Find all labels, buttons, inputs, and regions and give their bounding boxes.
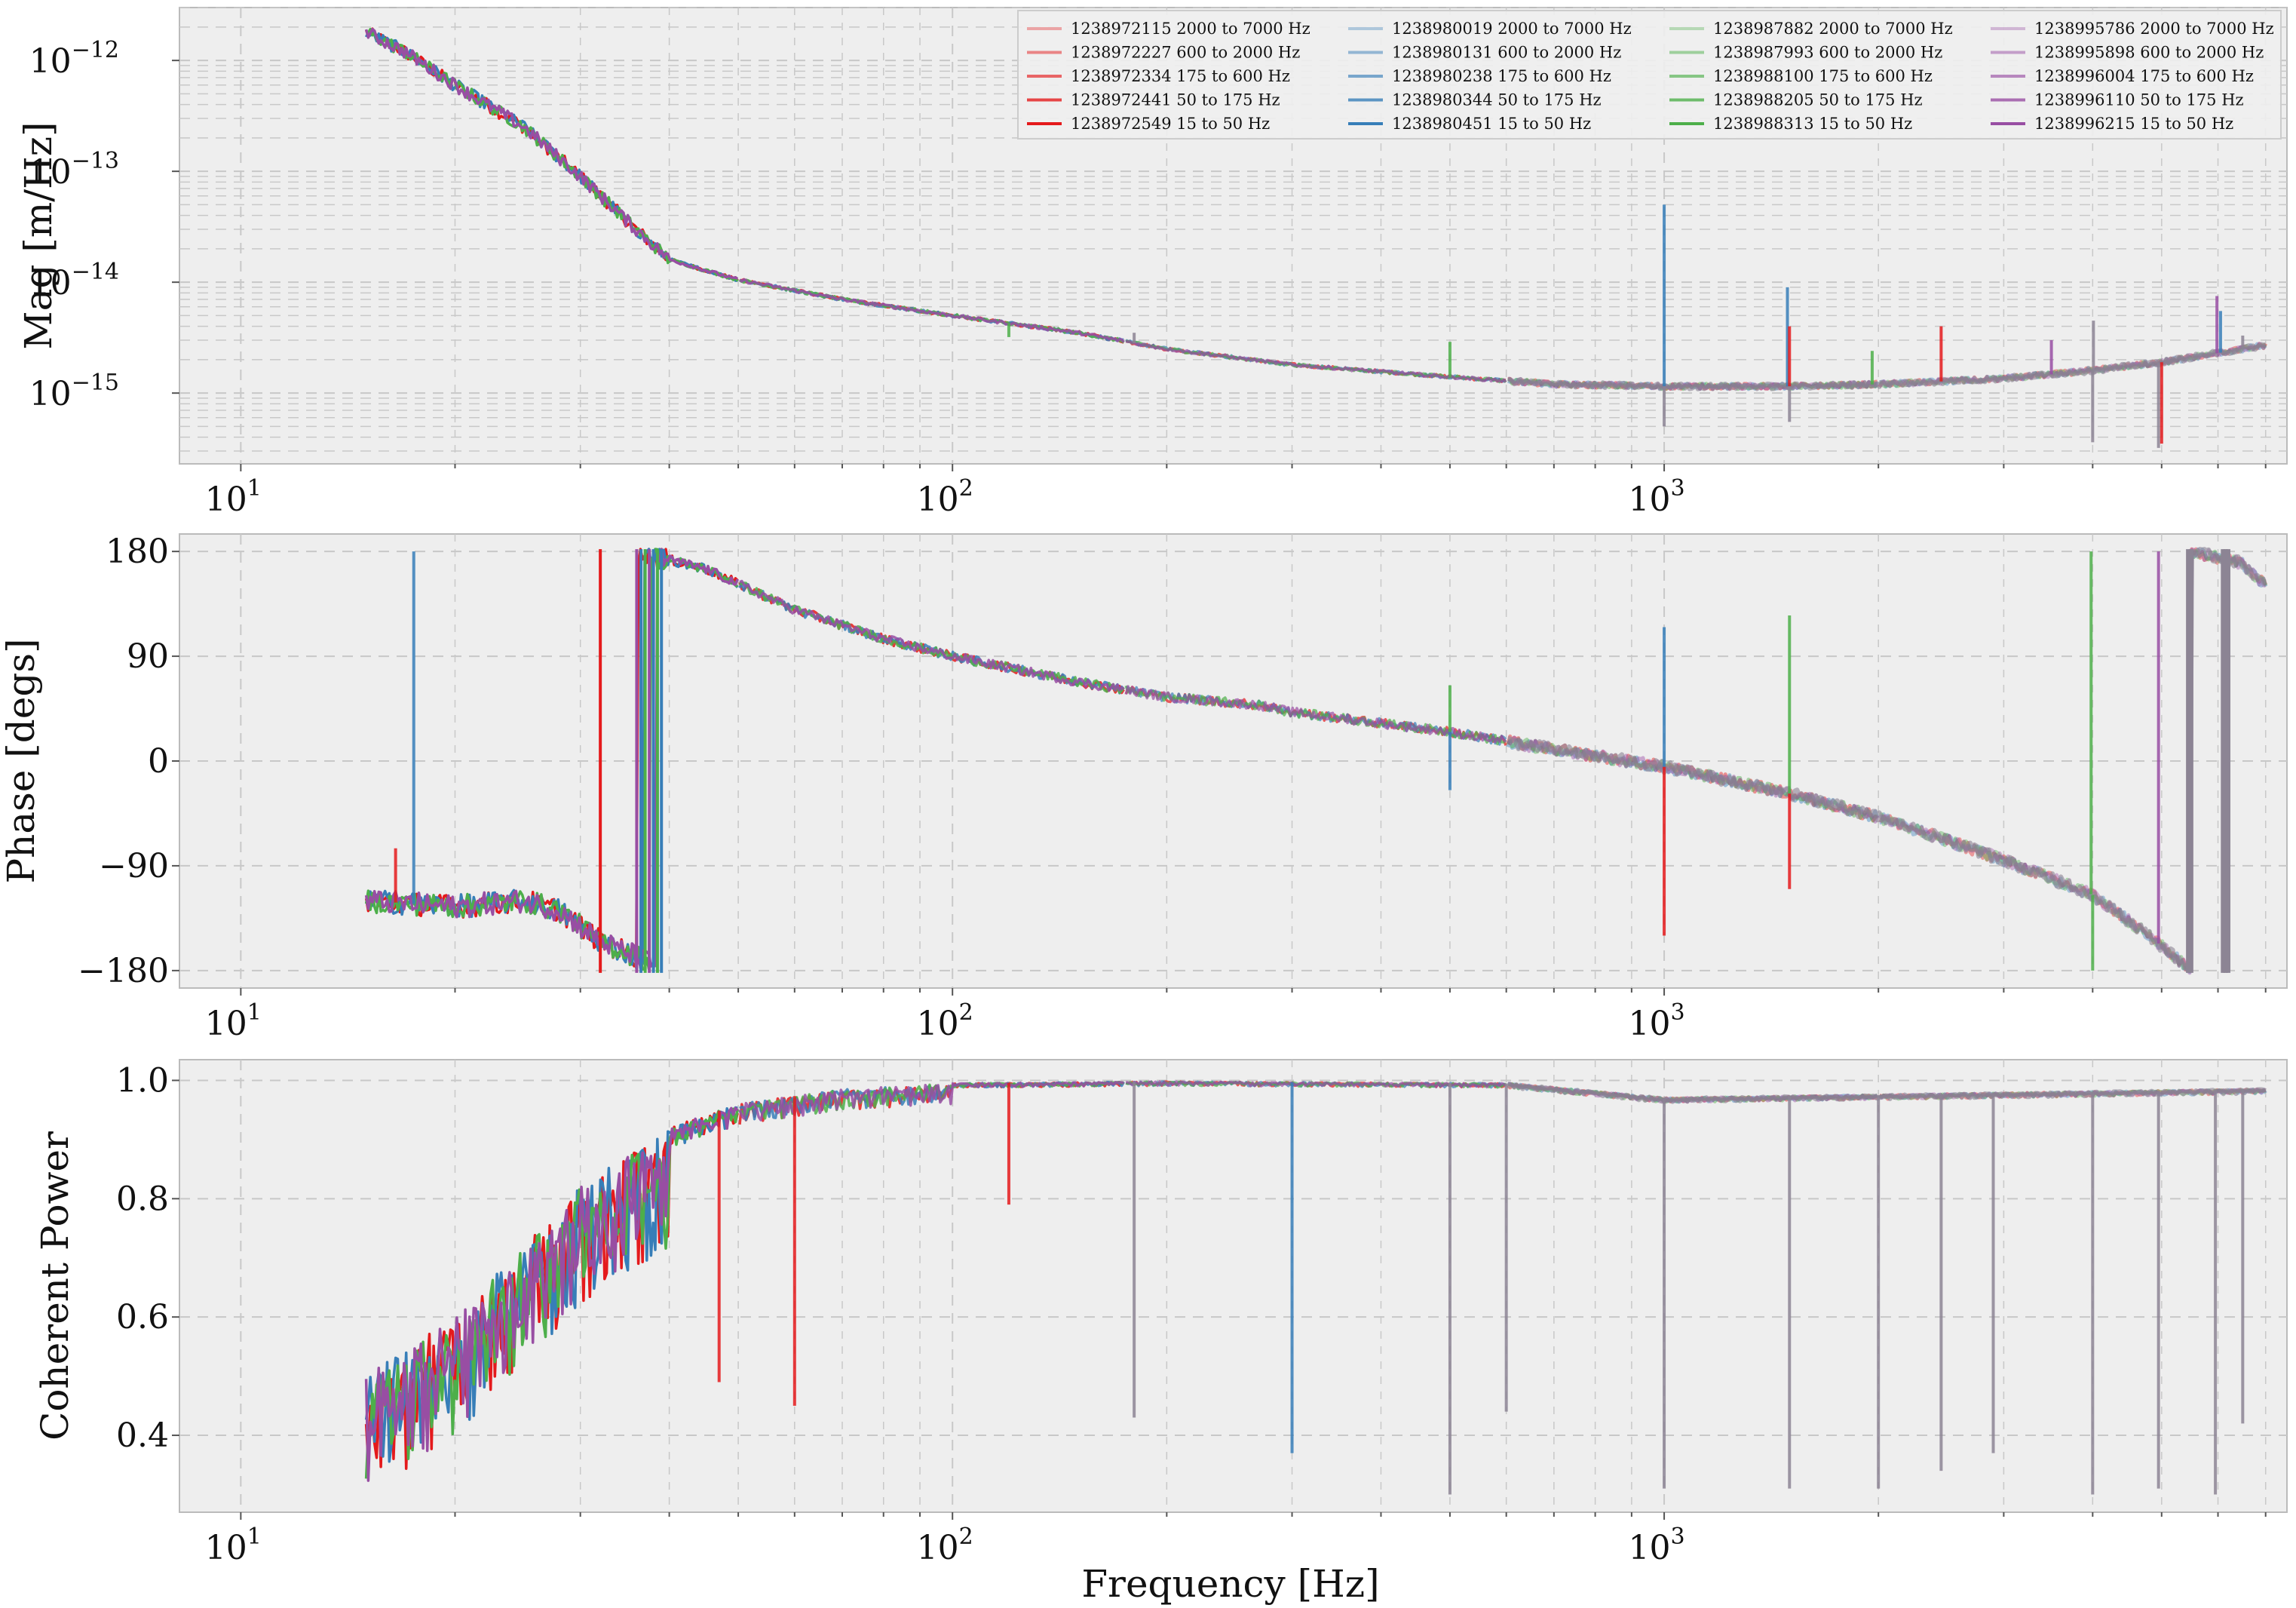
x-tick-label: 103	[1629, 999, 1685, 1043]
series-group	[364, 27, 2267, 448]
legend-entry-label: 1238972549 15 to 50 Hz	[1071, 115, 1270, 133]
series-purple-15-50	[364, 27, 739, 281]
y-axis-label: Mag [m/Hz]	[17, 121, 60, 349]
legend-entry-label: 1238995786 2000 to 7000 Hz	[2034, 20, 2274, 38]
legend-entry-label: 1238996110 50 to 175 Hz	[2034, 91, 2244, 109]
series-purple-50-175	[739, 579, 1125, 692]
legend-entry-label: 1238980131 600 to 2000 Hz	[1392, 44, 1621, 62]
series-purple-50-175	[738, 278, 1125, 343]
y-tick-label: 1.0	[116, 1061, 169, 1100]
x-tick-label: 101	[205, 999, 262, 1043]
y-tick-label: 0.4	[116, 1416, 169, 1455]
x-axis-label: Frequency [Hz]	[1081, 1562, 1379, 1606]
legend-box	[1017, 10, 2282, 140]
series-purple-50-175	[738, 1081, 1124, 1122]
legend-entry-label: 1238987882 2000 to 7000 Hz	[1713, 20, 1953, 38]
x-tick-label: 102	[917, 1524, 973, 1567]
series-overlap-grey	[1506, 1082, 2267, 1104]
legend-entry-label: 1238980451 15 to 50 Hz	[1392, 115, 1591, 133]
coherence-panel: 101 102 103 1.0 0.8 0.6 0.4 Coherent Power	[33, 1059, 2288, 1567]
x-tick-label: 102	[917, 999, 973, 1043]
y-tick-label: 10−12	[29, 37, 119, 81]
series-purple-15-50	[364, 548, 739, 968]
legend-entry-label: 1238980019 2000 to 7000 Hz	[1392, 20, 1632, 38]
phase-panel: 101 102 103 180 90 0 −90 −180 Phase [degs]	[0, 532, 2288, 1043]
legend-entry-label: 1238988313 15 to 50 Hz	[1713, 115, 1912, 133]
legend-entry-label: 1238972227 600 to 2000 Hz	[1071, 44, 1300, 62]
y-tick-label: 90	[127, 637, 169, 676]
series-purple-175-600	[1124, 685, 1507, 744]
series-purple-15-50	[364, 1106, 739, 1482]
series-group	[364, 1080, 2267, 1495]
series-purple-175-600	[1125, 339, 1507, 383]
y-tick-label: −180	[78, 952, 169, 990]
y-tick-label: 0.8	[116, 1180, 169, 1218]
legend-entry-label: 1238972441 50 to 175 Hz	[1071, 91, 1280, 109]
legend-entry-label: 1238988205 50 to 175 Hz	[1713, 91, 1923, 109]
legend-entry-label: 1238980344 50 to 175 Hz	[1392, 91, 1602, 109]
y-tick-label: 10−15	[29, 370, 119, 413]
y-axis-label: Coherent Power	[33, 1131, 77, 1441]
y-tick-label: −90	[99, 847, 169, 885]
legend-entry-label: 1238972334 175 to 600 Hz	[1071, 67, 1290, 85]
legend-entry-label: 1238988100 175 to 600 Hz	[1713, 67, 1933, 85]
series-purple-175-600	[1125, 1080, 1507, 1089]
x-tick-label: 103	[1629, 1524, 1685, 1567]
legend-entry-label: 1238996004 175 to 600 Hz	[2034, 67, 2254, 85]
y-tick-label: 0.6	[116, 1298, 169, 1336]
x-tick-label: 103	[1629, 475, 1685, 519]
legend-entry-label: 1238996215 15 to 50 Hz	[2034, 115, 2233, 133]
legend-entry-label: 1238995898 600 to 2000 Hz	[2034, 44, 2264, 62]
legend-entry-label: 1238980238 175 to 600 Hz	[1392, 67, 1611, 85]
legend-entry-label: 1238972115 2000 to 7000 Hz	[1071, 20, 1310, 38]
series-group	[364, 547, 2268, 975]
legend: 1238972115 2000 to 7000 Hz 1238972227 600…	[1017, 10, 2282, 140]
y-axis-label: Phase [degs]	[0, 638, 43, 883]
x-tick-label: 102	[917, 475, 973, 519]
legend-entry-label: 1238987993 600 to 2000 Hz	[1713, 44, 1942, 62]
grid	[179, 534, 2287, 988]
y-tick-label: 0	[148, 742, 169, 781]
series-overlap-grey	[1507, 547, 2267, 971]
y-tick-label: 180	[106, 532, 169, 571]
x-tick-label: 101	[205, 1524, 262, 1567]
x-tick-label: 101	[205, 475, 262, 519]
series-overlap-grey	[1507, 342, 2267, 391]
